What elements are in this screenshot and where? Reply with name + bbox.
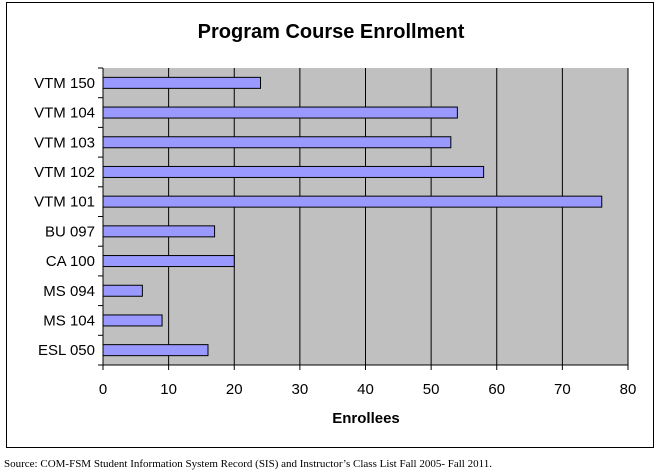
category-label: VTM 103 [34, 134, 95, 151]
bar-chart: Program Course Enrollment VTM 150 VTM 104… [34, 21, 637, 427]
x-tick-label: 20 [226, 381, 243, 398]
category-label: VTM 101 [34, 194, 95, 211]
x-tick-label: 10 [160, 381, 177, 398]
bar [102, 76, 261, 89]
x-tick-label: 0 [99, 381, 107, 398]
category-label: MS 094 [43, 283, 95, 300]
bar [102, 106, 458, 119]
axes [98, 67, 629, 370]
bar [102, 344, 209, 357]
category-label: CA 100 [46, 253, 95, 270]
bar [102, 165, 485, 178]
x-tick-label: 50 [423, 381, 440, 398]
bar [102, 195, 603, 208]
bar [102, 136, 452, 149]
x-tick-label: 30 [292, 381, 309, 398]
category-labels: VTM 150 VTM 104 VTM 103 VTM 102 VTM 101 BU 09… [34, 75, 95, 359]
category-label: BU 097 [45, 223, 95, 240]
category-label: VTM 102 [34, 164, 95, 181]
x-tick-label: 40 [357, 381, 374, 398]
bar [102, 255, 235, 268]
x-tick-label: 60 [488, 381, 505, 398]
x-axis-label: Enrollees [332, 410, 400, 427]
category-label: VTM 150 [34, 75, 95, 92]
bar [102, 284, 143, 297]
x-tick-labels: 0 10 20 30 40 50 60 70 80 [99, 381, 637, 398]
bar [102, 225, 216, 238]
category-label: MS 104 [43, 312, 95, 329]
bar [102, 314, 163, 327]
x-tick-label: 70 [554, 381, 571, 398]
source-note: Source: COM-FSM Student Information Syst… [4, 458, 492, 470]
chart-frame: Program Course Enrollment VTM 150 VTM 104… [6, 2, 654, 448]
category-label: ESL 050 [38, 342, 95, 359]
chart-title: Program Course Enrollment [198, 21, 465, 43]
bars [102, 76, 603, 357]
category-label: VTM 104 [34, 105, 95, 122]
x-tick-label: 80 [620, 381, 637, 398]
